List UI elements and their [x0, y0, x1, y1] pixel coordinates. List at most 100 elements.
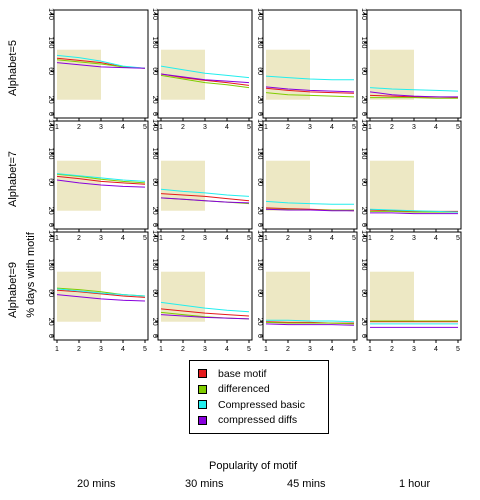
series-line-compressed-basic — [56, 54, 146, 69]
y-tick-label: 0 — [47, 334, 54, 338]
row-label-alphabet-5: Alphabet=5 — [7, 40, 19, 96]
series-line-differenced — [370, 97, 458, 99]
y-tick-label: 0 — [360, 223, 367, 227]
y-tick-label: 0 — [256, 223, 263, 227]
x-tick-label: 3 — [412, 346, 416, 353]
x-tick-label: 2 — [286, 235, 290, 242]
y-tick-label: 100 — [151, 259, 158, 271]
series-line-compressed-basic — [160, 188, 250, 197]
series-line-compressed-diffs — [369, 91, 458, 98]
series-line-compressed-basic — [369, 208, 459, 213]
x-tick-label: 5 — [247, 235, 251, 242]
x-tick-label: 5 — [143, 124, 147, 131]
y-tick-label: 0 — [256, 112, 263, 116]
panel-r3-c1: 1 2 3 4 5 0 20 60 100 140 — [47, 230, 149, 353]
series-line-compressed-basic — [369, 87, 459, 92]
y-tick-label: 100 — [256, 259, 263, 271]
series-line-compressed-diffs — [56, 294, 146, 302]
x-tick-label: 3 — [203, 124, 207, 131]
series-line-compressed-diffs — [160, 314, 250, 320]
x-tick-label: 2 — [181, 346, 185, 353]
x-tick-label: 1 — [55, 235, 59, 242]
legend-label-base-motif: base motif — [218, 367, 267, 380]
y-tick-label: 140 — [47, 8, 54, 20]
panel-r3-c3: 1 2 3 4 5 0 20 60 100 140 — [256, 230, 358, 353]
x-tick-label: 4 — [330, 346, 334, 353]
series-line-compressed-diffs — [265, 323, 355, 326]
x-tick-label: 4 — [330, 124, 334, 131]
x-tick-label: 1 — [368, 124, 372, 131]
x-tick-label: 1 — [368, 235, 372, 242]
y-tick-label: 140 — [151, 119, 158, 131]
x-tick-label: 3 — [412, 124, 416, 131]
x-tick-label: 1 — [264, 346, 268, 353]
y-tick-label: 0 — [256, 334, 263, 338]
x-tick-label: 1 — [264, 124, 268, 131]
y-tick-label: 140 — [256, 8, 263, 20]
x-tick-label: 4 — [121, 124, 125, 131]
y-tick-label: 60 — [256, 289, 263, 297]
x-tick-label: 3 — [99, 346, 103, 353]
x-tick-label: 4 — [434, 235, 438, 242]
y-tick-label: 60 — [256, 67, 263, 75]
x-tick-label: 2 — [77, 124, 81, 131]
x-tick-label: 3 — [203, 346, 207, 353]
x-tick-label: 1 — [55, 346, 59, 353]
series-line-compressed-basic — [266, 319, 355, 323]
y-tick-label: 60 — [47, 67, 54, 75]
x-tick-label: 5 — [456, 346, 460, 353]
shaded-region — [266, 49, 310, 100]
x-tick-label: 1 — [159, 124, 163, 131]
x-tick-label: 3 — [308, 235, 312, 242]
y-tick-label: 20 — [256, 318, 263, 326]
x-tick-label: 3 — [203, 235, 207, 242]
x-tick-label: 2 — [286, 346, 290, 353]
y-tick-label: 140 — [360, 230, 367, 242]
x-tick-label: 2 — [390, 346, 394, 353]
y-tick-label: 100 — [151, 148, 158, 160]
y-tick-label: 100 — [47, 37, 54, 49]
y-tick-label: 20 — [360, 318, 367, 326]
y-axis-title: % days with motif — [25, 231, 37, 318]
x-tick-label: 2 — [181, 235, 185, 242]
panel-r1-c1: 1 2 3 4 5 0 20 60 100 140 — [47, 8, 149, 131]
panel-r1-c2: 1 2 3 4 5 0 20 60 100 140 — [151, 8, 253, 131]
series-line-compressed-diffs — [56, 62, 146, 69]
y-tick-label: 60 — [360, 289, 367, 297]
shaded-region — [57, 160, 101, 211]
shaded-region — [266, 271, 310, 322]
y-tick-label: 60 — [151, 178, 158, 186]
y-tick-label: 20 — [360, 207, 367, 215]
chart-legend: base motif differenced Compressed basic … — [189, 360, 329, 434]
y-tick-label: 100 — [256, 148, 263, 160]
y-tick-label: 20 — [151, 318, 158, 326]
x-tick-label: 2 — [77, 235, 81, 242]
legend-item-differenced: differenced — [198, 382, 328, 398]
x-tick-label: 5 — [247, 346, 251, 353]
y-tick-label: 60 — [151, 289, 158, 297]
shaded-region — [161, 160, 205, 211]
column-label-20-mins: 20 mins — [77, 478, 116, 490]
y-tick-label: 140 — [151, 230, 158, 242]
y-tick-label: 100 — [360, 259, 367, 271]
y-tick-label: 60 — [360, 67, 367, 75]
series-line-differenced — [160, 74, 250, 89]
series-line-base-motif — [56, 175, 146, 185]
y-tick-label: 20 — [47, 318, 54, 326]
x-tick-label: 2 — [390, 124, 394, 131]
y-tick-label: 0 — [360, 334, 367, 338]
y-tick-label: 100 — [360, 148, 367, 160]
panel-r2-c4: 1 2 3 4 5 0 20 60 100 140 — [360, 119, 462, 242]
x-tick-label: 4 — [121, 235, 125, 242]
series-line-compressed-basic — [160, 65, 250, 79]
y-tick-label: 140 — [151, 8, 158, 20]
y-tick-label: 140 — [256, 119, 263, 131]
series-line-compressed-diffs — [160, 197, 250, 204]
legend-item-base-motif: base motif — [198, 366, 328, 382]
y-tick-label: 140 — [47, 230, 54, 242]
legend-swatch-compressed-basic — [198, 400, 207, 410]
legend-label-compressed-diffs: compressed diffs — [218, 414, 298, 427]
y-tick-label: 20 — [47, 207, 54, 215]
y-tick-label: 0 — [47, 112, 54, 116]
row-label-alphabet-9: Alphabet=9 — [7, 262, 19, 318]
